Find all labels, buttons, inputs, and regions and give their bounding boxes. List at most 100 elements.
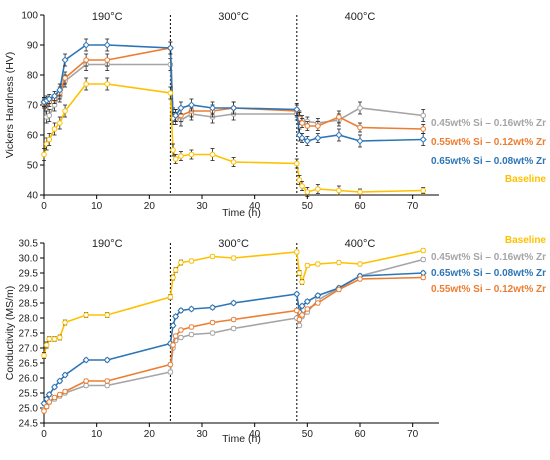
x-tick-label: 30 [196,201,208,212]
data-point [298,134,306,142]
data-point [187,305,195,313]
data-point [209,330,216,336]
y-tick-label: 29.0 [19,284,39,295]
x-tick-label: 0 [41,429,47,440]
series-line [43,276,424,412]
x-tick-label: 60 [354,429,366,440]
data-point [209,151,216,158]
y-tick-label: 60 [27,131,39,142]
data-point [315,300,321,306]
y-tick-label: 40 [27,191,39,202]
data-point [170,342,176,348]
data-point [57,120,63,126]
series [40,38,427,148]
x-tick-label: 40 [249,201,261,212]
data-point [209,253,216,260]
data-point [335,131,343,139]
temperature-label: 400°C [345,11,376,23]
data-point [230,159,237,165]
data-point [178,259,184,266]
data-point [43,403,50,410]
data-point [304,189,311,195]
data-point [336,187,342,194]
data-point [104,81,110,87]
series [41,58,427,128]
temperature-label: 190°C [92,238,123,250]
data-point [314,291,322,300]
y-tick-label: 90 [27,41,39,52]
y-tick-label: 27.5 [19,329,39,340]
data-point [294,160,300,167]
y-tick-label: 30.0 [19,254,39,265]
x-tick-label: 50 [302,429,314,440]
data-point [83,382,89,389]
data-point [83,312,89,318]
data-point [209,319,216,326]
data-point [315,123,321,129]
legend-entry: 0.55wt% Si – 0.12wt% Zr [431,137,546,148]
hardness-chart: 40 50 60 70 80 90 100 0 10 20 30 40 50 60 70 Time (h) Vi… [4,11,546,220]
data-point [62,75,68,81]
data-point [336,259,342,266]
data-point [46,336,53,342]
data-point [188,324,195,330]
data-point [46,399,53,405]
data-point [296,316,303,323]
data-point [51,336,58,342]
data-point [57,391,63,398]
data-point [209,303,217,312]
data-point [294,249,300,255]
legend-entry: 0.45wt% Si – 0.16wt% Zr [431,252,546,263]
y-tick-label: 80 [27,71,39,82]
data-point [299,312,305,318]
data-point [357,261,363,267]
data-point [304,306,311,312]
data-point [299,183,305,189]
data-point [177,104,185,112]
legend-entry: Baseline [505,174,547,185]
data-point [230,316,237,323]
data-point [51,394,58,401]
data-point [230,325,237,332]
y-axis-label: Conductivity (MS/m) [4,286,16,381]
data-point [230,299,238,307]
data-point [41,352,47,359]
data-point [41,151,47,158]
data-point [51,126,58,132]
data-point [178,327,184,333]
series [41,274,427,414]
data-point [172,267,179,273]
data-point [46,136,53,143]
series-line [43,83,424,193]
data-point [303,297,311,306]
data-point [104,57,110,63]
y-tick-label: 28.5 [19,299,39,310]
data-point [420,187,427,194]
data-point [169,321,177,330]
data-point [51,383,59,391]
data-point [304,123,311,129]
y-tick-label: 50 [27,161,39,172]
data-point [56,86,64,94]
temperature-label: 190°C [92,11,123,23]
y-tick-label: 100 [21,11,38,22]
data-point [304,262,311,269]
data-point [45,390,53,399]
y-tick-label: 26.0 [19,374,39,385]
data-point [357,276,363,282]
data-point [178,153,184,159]
temperature-label: 300°C [218,238,249,250]
data-point [299,279,305,285]
data-point [62,108,68,114]
series [41,247,427,359]
data-point [46,112,53,119]
data-point [419,135,427,144]
x-tick-label: 40 [249,429,261,440]
data-point [315,261,321,267]
data-point [315,186,321,192]
data-point [62,388,68,395]
data-point [303,137,311,145]
data-point [172,312,180,321]
data-point [83,378,89,384]
